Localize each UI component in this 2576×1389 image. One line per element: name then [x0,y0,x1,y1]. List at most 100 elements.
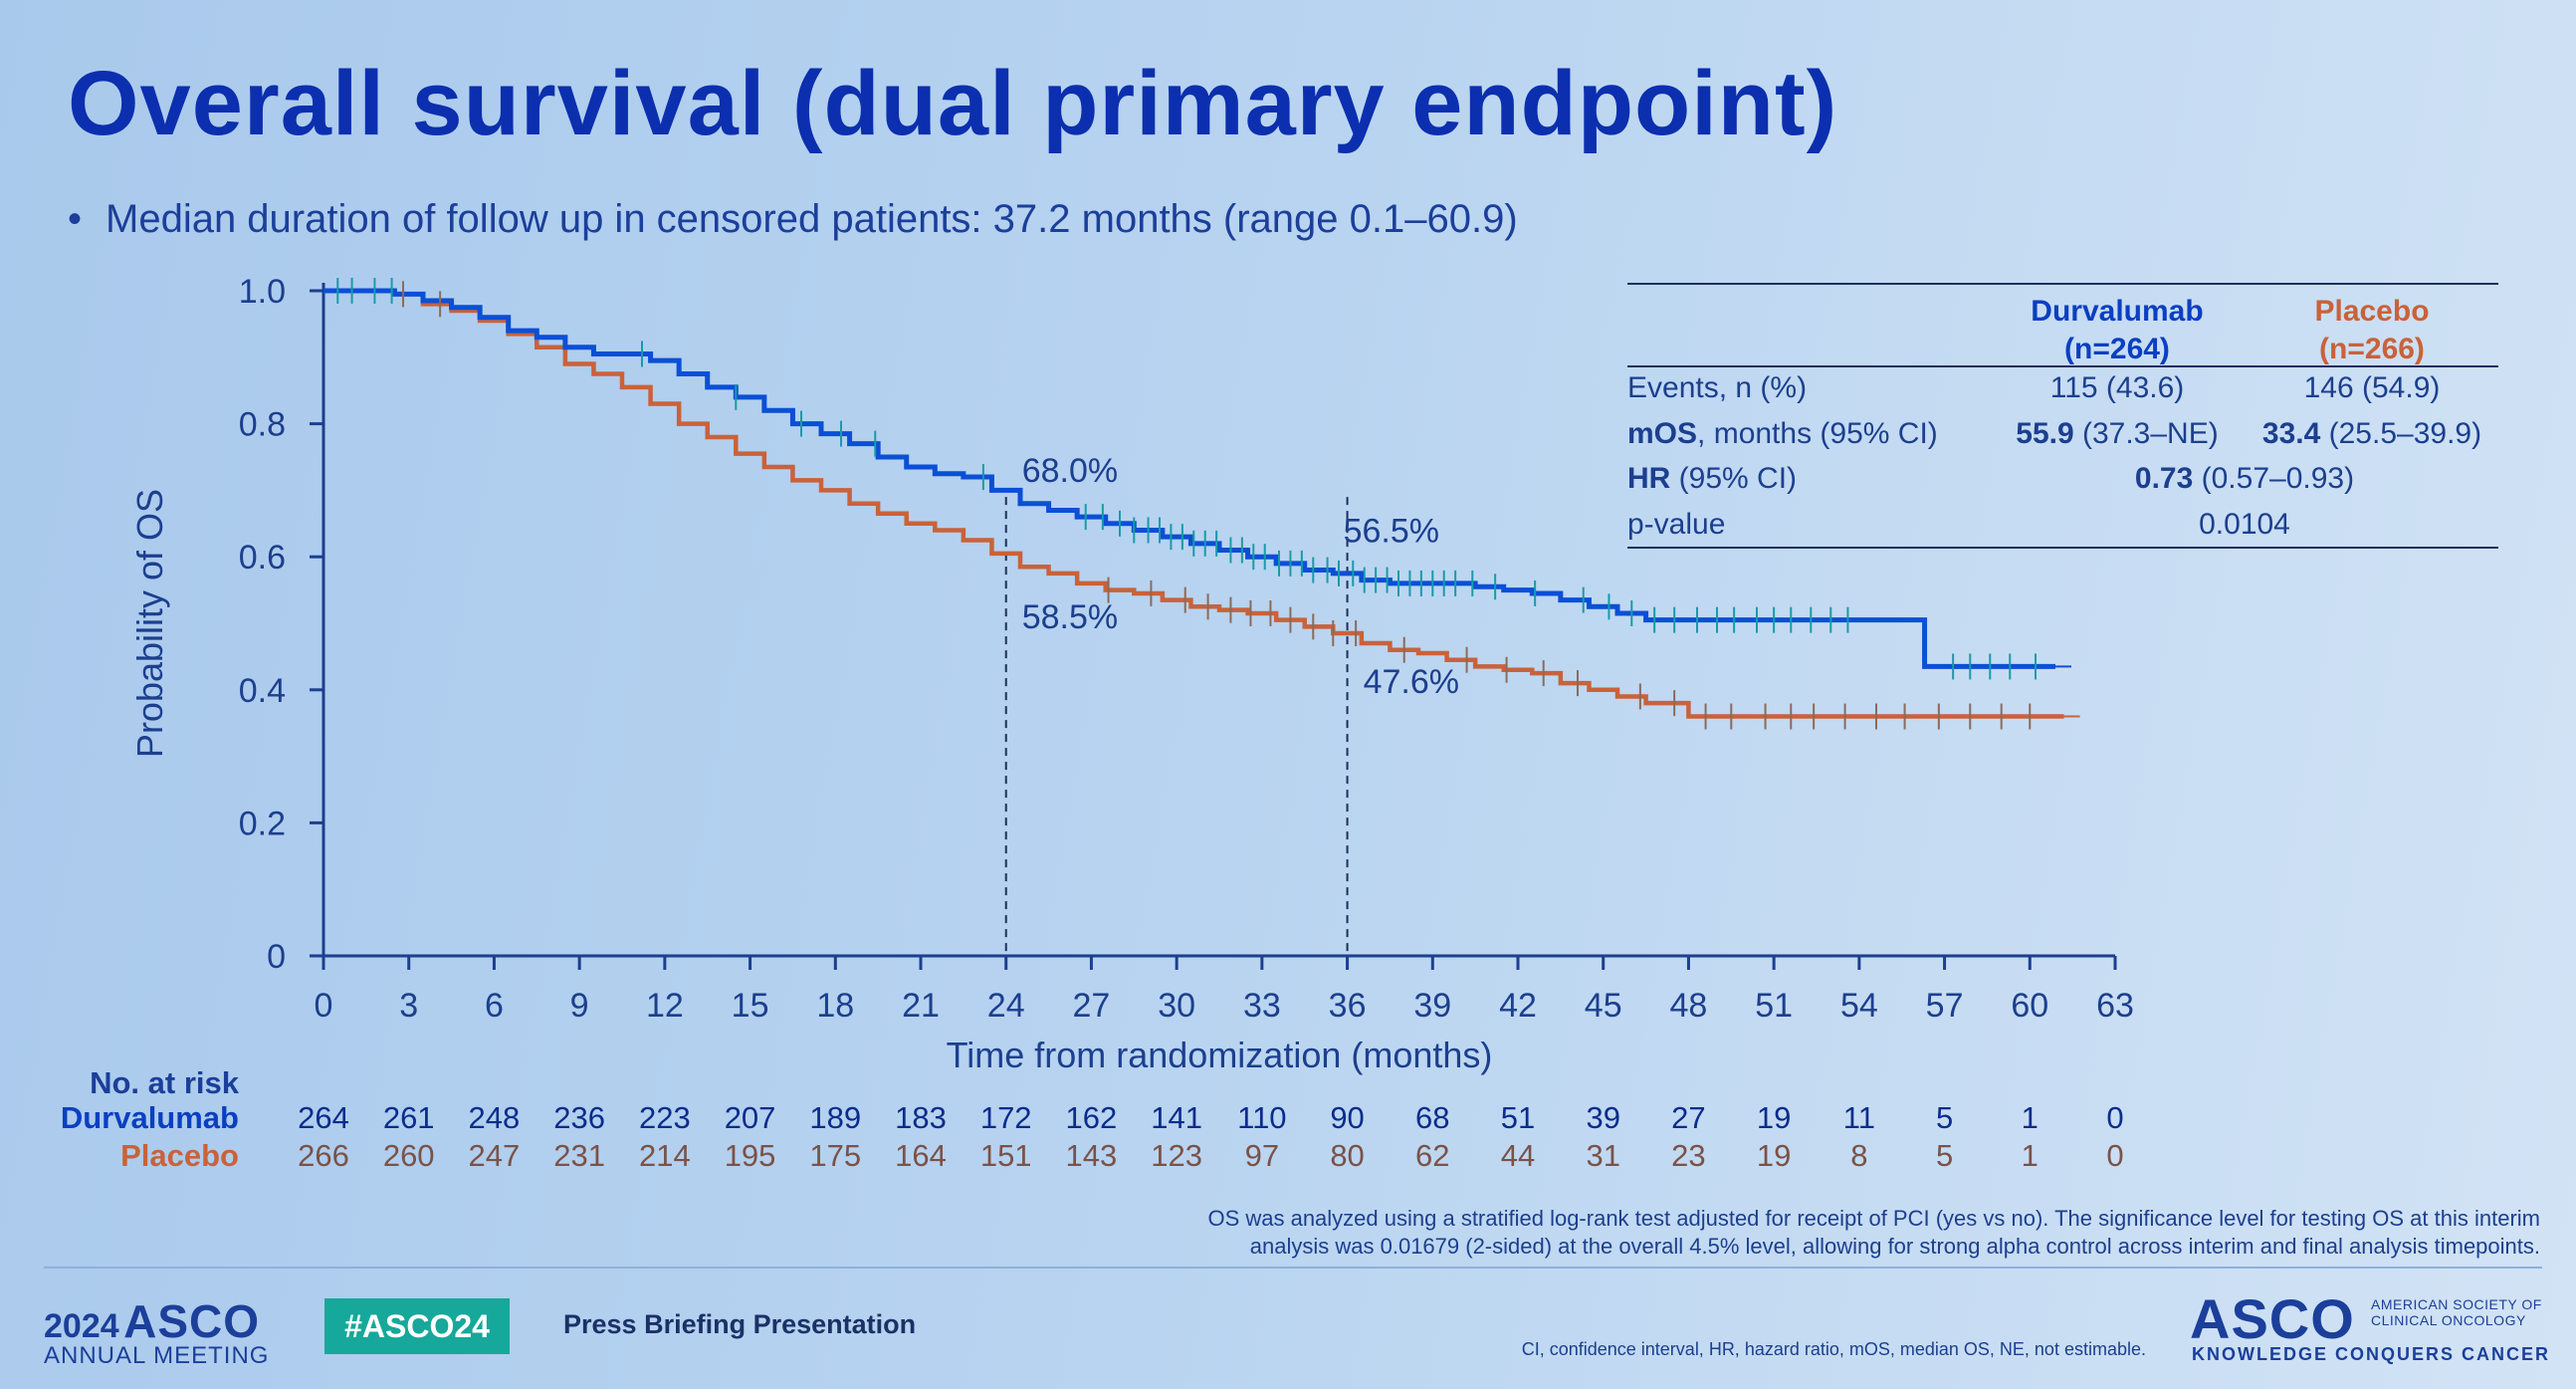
risk-count-placebo: 266 [298,1138,349,1173]
risk-table-title: No. at risk [90,1065,239,1100]
risk-count-durvalumab: 236 [553,1100,605,1135]
risk-count-durvalumab: 27 [1671,1100,1706,1135]
table-label-text: (95% CI) [1670,462,1797,495]
table-cell-bold: 33.4 [2262,417,2321,450]
risk-count-placebo: 23 [1671,1138,1706,1173]
table-header: Placebo [2314,295,2429,328]
table-cell-durvalumab: 55.9 (37.3–NE) [2016,417,2218,450]
risk-count-durvalumab: 172 [979,1100,1032,1135]
table-label-bold: mOS [1627,417,1697,450]
table-cell-text: (0.57–0.93) [2193,462,2354,495]
footer-divider [44,1267,2542,1269]
table-cell-placebo: 146 (54.9) [2304,371,2441,404]
y-tick-label: 0.6 [239,539,286,577]
table-row-label: p-value [1627,508,1725,541]
risk-count-placebo: 214 [638,1138,691,1173]
risk-count-durvalumab: 39 [1586,1100,1620,1135]
table-cell-text: (37.3–NE) [2074,417,2219,450]
table-cell-bold: 55.9 [2016,417,2073,450]
risk-count-placebo: 143 [1065,1138,1118,1173]
x-tick-label: 21 [902,987,940,1025]
x-tick-label: 0 [315,987,333,1025]
risk-count-durvalumab: 183 [895,1100,947,1135]
x-tick-label: 36 [1329,987,1367,1025]
x-tick-label: 51 [1755,987,1793,1025]
table-row-label: Events, n (%) [1627,371,1807,404]
asco-meeting-logo: 2024 ASCO ANNUAL MEETING [44,1294,268,1369]
risk-count-placebo: 62 [1415,1138,1450,1173]
annotation-label: 68.0% [1022,452,1118,490]
risk-count-durvalumab: 11 [1842,1100,1875,1135]
y-tick-label: 0.4 [239,672,286,710]
annotation-label: 58.5% [1022,598,1118,636]
risk-count-placebo: 0 [2106,1138,2124,1173]
footnote-line: OS was analyzed using a stratified log-r… [1207,1206,2540,1231]
survival-chart: 00.20.40.60.81.00 3 6 9 12 15 18 21 24 27 30 33 36 39… [129,273,2498,1075]
footnote-line: analysis was 0.01679 (2-sided) at the ov… [1249,1234,2540,1259]
table-label-bold: HR [1627,462,1671,495]
risk-count-placebo: 80 [1330,1138,1365,1173]
y-tick-label: 0.8 [239,406,286,444]
risk-count-durvalumab: 248 [468,1100,521,1135]
x-tick-label: 48 [1670,987,1708,1025]
table-label-text: p-value [1627,508,1725,541]
table-row-label: HR (95% CI) [1627,462,1797,495]
page-title: Overall survival (dual primary endpoint) [68,53,1838,154]
risk-count-placebo: 123 [1151,1138,1202,1173]
hashtag-badge: #ASCO24 [324,1298,510,1354]
follow-up-text: Median duration of follow up in censored… [106,197,1518,241]
x-tick-label: 63 [2096,987,2134,1025]
y-tick-label: 0.2 [239,805,286,842]
risk-count-durvalumab: 0 [2106,1100,2124,1135]
x-tick-label: 33 [1243,987,1281,1025]
x-tick-label: 30 [1158,987,1195,1025]
risk-count-durvalumab: 261 [382,1100,435,1135]
logo-meeting: ANNUAL MEETING [44,1342,270,1369]
risk-count-placebo: 19 [1756,1138,1792,1173]
annotation-label: 47.6% [1364,663,1459,701]
footnote: OS was analyzed using a stratified log-r… [848,1205,2540,1261]
x-tick-label: 57 [1926,987,1964,1025]
risk-count-placebo: 5 [1935,1138,1954,1173]
risk-count-placebo: 260 [382,1138,435,1173]
risk-count-durvalumab: 223 [638,1100,691,1135]
curve-durvalumab [323,288,2055,669]
table-cell-bold: 0.73 [2135,462,2193,495]
risk-count-placebo: 97 [1244,1138,1280,1173]
risk-count-placebo: 1 [2021,1138,2039,1173]
risk-count-placebo: 175 [809,1138,862,1173]
x-tick-label: 39 [1413,987,1451,1025]
risk-count-placebo: 151 [979,1138,1032,1173]
logo-year: 2024 [44,1307,119,1345]
risk-count-placebo: 195 [724,1138,776,1173]
logo-asco-large: ASCO [2190,1287,2355,1350]
curve-placebo [323,288,2064,719]
table-cell-text: 115 (43.6) [2050,371,2185,404]
x-tick-label: 60 [2011,987,2048,1025]
table-header-n: (n=264) [2064,333,2170,365]
follow-up-note: • Median duration of follow up in censore… [68,197,1518,242]
x-tick-label: 9 [570,987,589,1025]
y-tick-label: 1.0 [239,273,286,311]
x-tick-label: 42 [1499,987,1537,1025]
table-header-n: (n=266) [2319,333,2425,365]
risk-count-durvalumab: 5 [1935,1100,1954,1135]
table-cell-text: (25.5–39.9) [2320,417,2481,450]
table-cell-span: 0.73 (0.57–0.93) [2135,462,2354,495]
x-tick-label: 6 [485,987,504,1025]
y-tick-label: 0 [267,938,286,976]
annotations: 68.0% 58.5% 56.5% 47.6% [1022,452,1459,701]
survival-curves [323,288,2080,719]
abbreviations-note: CI, confidence interval, HR, hazard rati… [1521,1339,2146,1359]
table-label-text: Events, n (%) [1627,371,1807,404]
risk-row-label-durvalumab: Durvalumab [60,1100,239,1135]
risk-count-durvalumab: 51 [1500,1100,1536,1135]
risk-count-placebo: 44 [1500,1138,1536,1173]
censor-marks [336,278,2037,730]
y-axis-label: Probability of OS [129,489,170,758]
x-axis-label: Time from randomization (months) [947,1035,1493,1075]
risk-count-durvalumab: 19 [1756,1100,1792,1135]
table-cell-text: 0.0104 [2199,508,2290,541]
risk-row-label-placebo: Placebo [120,1138,239,1173]
table-cell-span: 0.0104 [2199,508,2290,541]
